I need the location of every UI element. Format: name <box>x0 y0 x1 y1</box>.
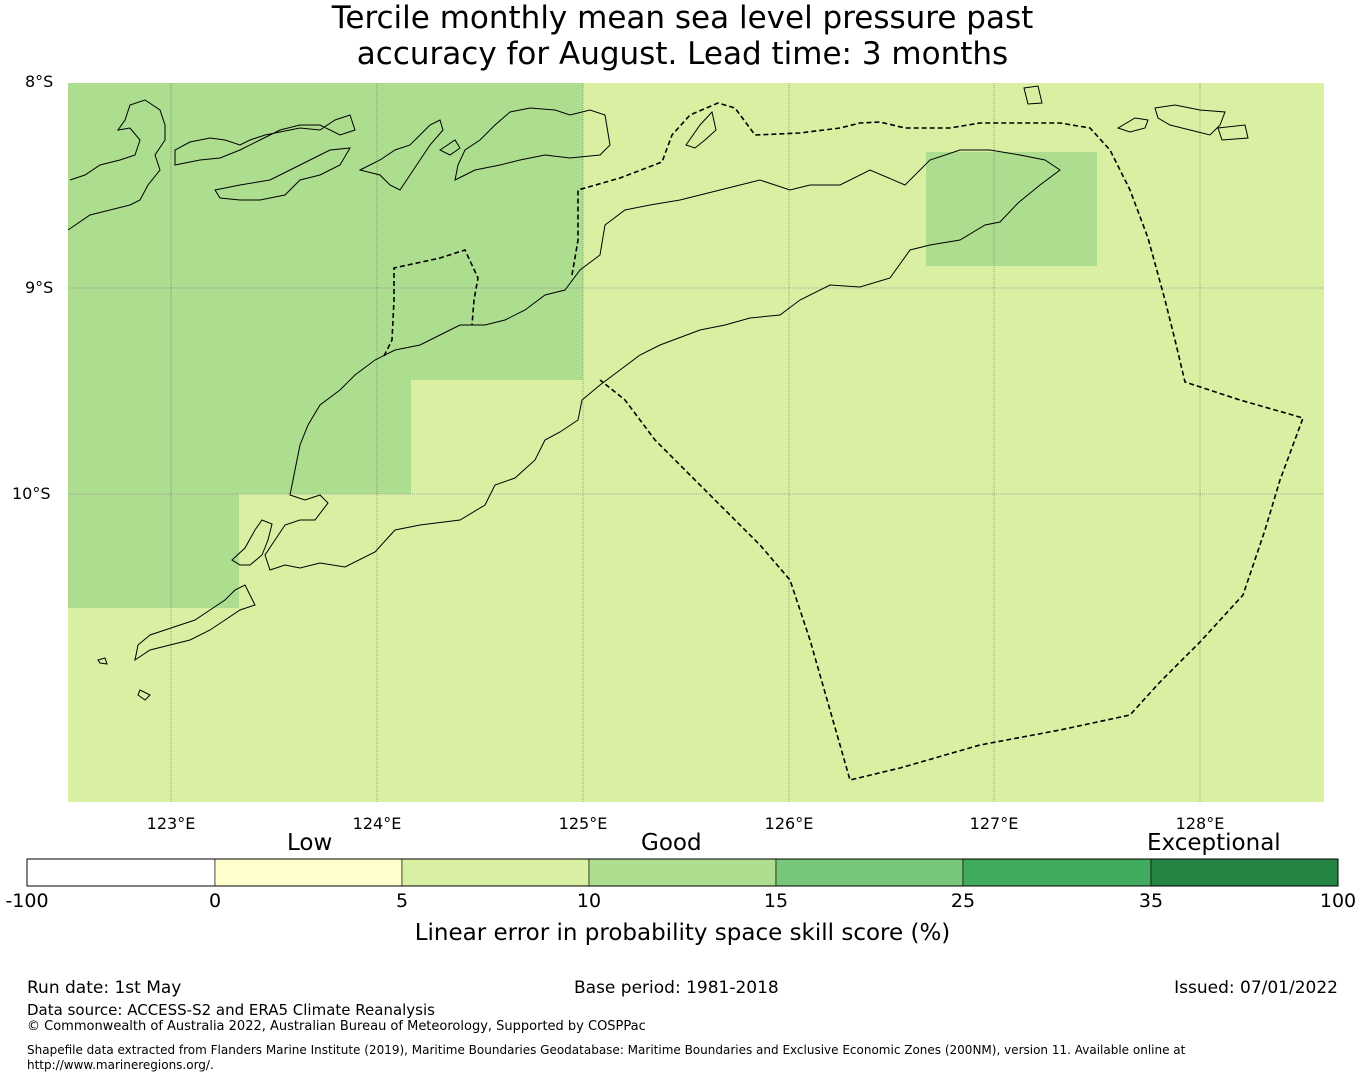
colorbar-segment-1 <box>26 858 216 887</box>
coastlines <box>67 85 1249 701</box>
lat-label-9s: 9°S <box>25 278 54 297</box>
base-period: Base period: 1981-2018 <box>574 978 779 998</box>
colorbar-tick-25: 25 <box>950 890 976 912</box>
colorbar-tick-10: 10 <box>576 890 602 912</box>
colorbar-label: Linear error in probability space skill … <box>414 920 951 946</box>
colorbar-segment-7 <box>1150 858 1339 887</box>
shapefile-credit-line2: http://www.marineregions.org/. <box>27 1058 214 1072</box>
colorbar-tick-minus100: -100 <box>5 890 49 912</box>
gridlines <box>68 83 1324 802</box>
run-date: Run date: 1st May <box>27 978 182 998</box>
lon-label-125e: 125°E <box>558 814 608 833</box>
lon-label-127e: 127°E <box>969 814 1019 833</box>
eez-boundaries <box>383 102 1305 781</box>
colorbar-tick-0: 0 <box>208 890 222 912</box>
colorbar-category-exceptional: Exceptional <box>1147 830 1281 856</box>
colorbar <box>26 858 1339 887</box>
colorbar-segment-2 <box>214 858 403 887</box>
lon-label-123e: 123°E <box>146 814 196 833</box>
chart-title-line2: accuracy for August. Lead time: 3 months <box>356 36 1009 72</box>
data-source: Data source: ACCESS-S2 and ERA5 Climate … <box>27 1001 435 1019</box>
colorbar-segment-5 <box>775 858 964 887</box>
lat-label-8s: 8°S <box>25 72 54 91</box>
lon-label-126e: 126°E <box>764 814 814 833</box>
colorbar-tick-15: 15 <box>763 890 789 912</box>
colorbar-frame <box>26 858 1339 887</box>
colorbar-category-good: Good <box>641 830 702 856</box>
colorbar-segment-4 <box>588 858 777 887</box>
lat-label-10s: 10°S <box>12 484 51 503</box>
shapefile-credit-line1: Shapefile data extracted from Flanders M… <box>27 1043 1186 1057</box>
colorbar-tick-35: 35 <box>1138 890 1164 912</box>
copyright: © Commonwealth of Australia 2022, Austra… <box>27 1019 646 1034</box>
colorbar-category-low: Low <box>287 830 333 856</box>
colorbar-tick-5: 5 <box>395 890 409 912</box>
lon-label-128e: 128°E <box>1175 814 1225 833</box>
issued-date: Issued: 07/01/2022 <box>1174 978 1338 998</box>
colorbar-segment-6 <box>962 858 1152 887</box>
skill-region-10-15-west <box>68 83 583 608</box>
colorbar-segment-3 <box>401 858 590 887</box>
chart-title-line1: Tercile monthly mean sea level pressure … <box>331 0 1034 36</box>
skill-region-10-15-east <box>926 152 1097 266</box>
colorbar-tick-100: 100 <box>1319 890 1357 912</box>
lon-label-124e: 124°E <box>352 814 402 833</box>
